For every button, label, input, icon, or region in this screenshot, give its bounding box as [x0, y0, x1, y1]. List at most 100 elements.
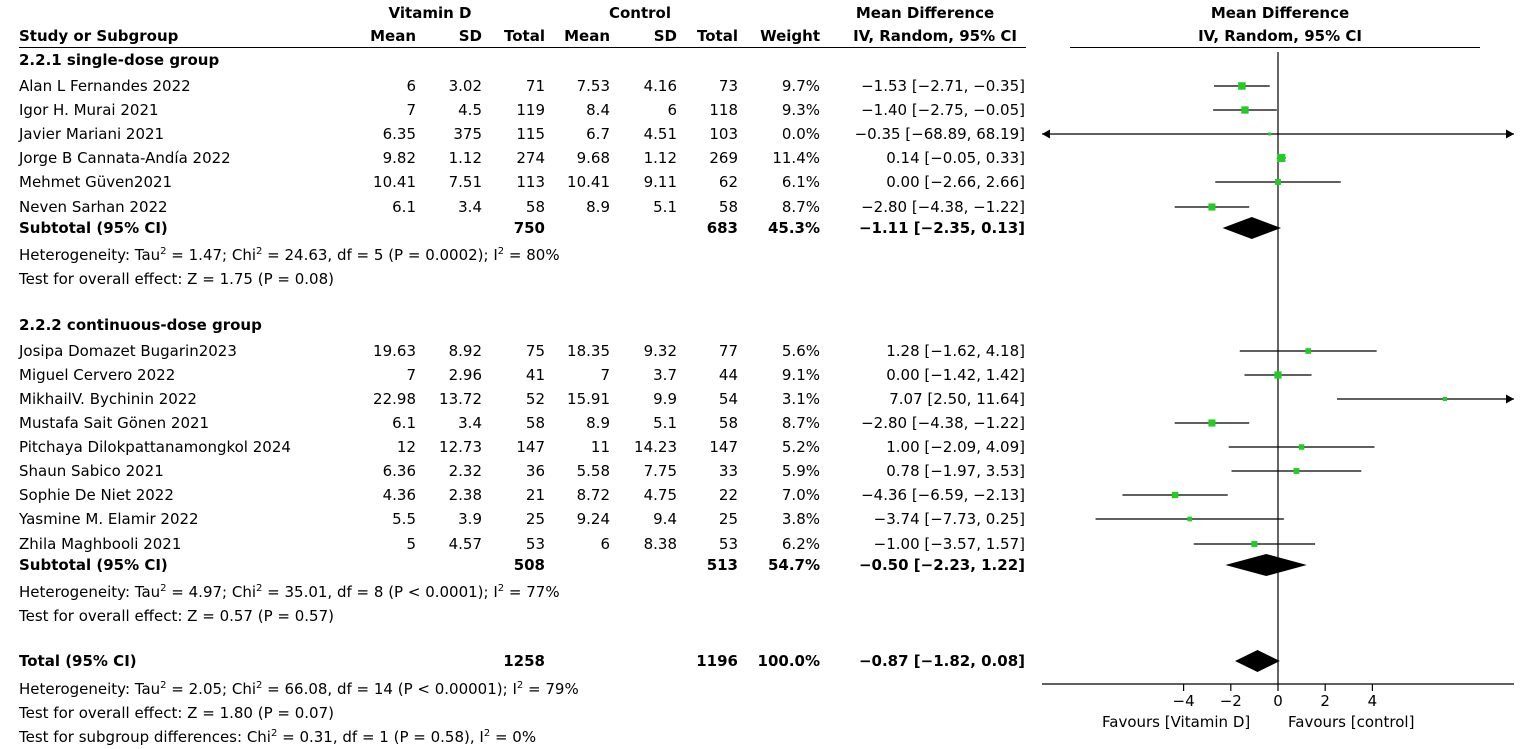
vitd-mean: 9.82 [382, 149, 416, 167]
vitd-sd: 7.51 [448, 173, 482, 191]
vitd-total: 274 [516, 149, 545, 167]
mean-difference-ci: −1.00 [−3.57, 1.57] [873, 535, 1025, 553]
mean-difference-ci: 0.00 [−1.42, 1.42] [886, 366, 1025, 384]
weight: 6.1% [781, 173, 820, 191]
favours-vitamin-d-label: Favours [Vitamin D] [1102, 713, 1251, 731]
study-name: Zhila Maghbooli 2021 [19, 535, 182, 553]
control-mean: 6 [600, 535, 610, 553]
header-mean-vitd: Mean [370, 27, 416, 45]
header-rule-left [19, 47, 1026, 48]
vitd-mean: 10.41 [373, 173, 416, 191]
vitd-sd: 2.38 [448, 486, 482, 504]
study-estimate-square [1277, 153, 1286, 163]
weight: 5.2% [781, 438, 820, 456]
x-tick-label: 4 [1368, 692, 1378, 710]
study-estimate-square [1298, 444, 1305, 450]
weight: 9.7% [781, 77, 820, 95]
control-mean: 15.91 [567, 390, 610, 408]
study-name: Sophie De Niet 2022 [19, 486, 174, 504]
vitd-mean: 6.1 [392, 198, 416, 216]
mean-difference-ci: 0.78 [−1.97, 3.53] [886, 462, 1025, 480]
total-heterogeneity-text: Heterogeneity: Tau2 = 2.05; Chi2 = 66.08… [19, 680, 579, 698]
x-tick-label: −4 [1173, 692, 1195, 710]
weight: 3.8% [781, 510, 820, 528]
header-mean-ctrl: Mean [564, 27, 610, 45]
vitd-mean: 6.35 [382, 125, 416, 143]
vitd-total: 113 [516, 173, 545, 191]
study-name: MikhailV. Bychinin 2022 [19, 390, 197, 408]
total-n1: 1258 [503, 652, 545, 670]
study-name: Javier Mariani 2021 [19, 125, 165, 143]
header-sd-ctrl: SD [653, 27, 677, 45]
subtotal-n2: 513 [706, 556, 738, 574]
control-mean: 10.41 [567, 173, 610, 191]
subtotal-diamond [1222, 217, 1282, 239]
control-sd: 1.12 [643, 149, 677, 167]
heterogeneity-text: Heterogeneity: Tau2 = 1.47; Chi2 = 24.63… [19, 246, 560, 264]
vitd-sd: 13.72 [439, 390, 482, 408]
subtotal-diamond [1225, 554, 1307, 576]
control-sd: 8.38 [643, 535, 677, 553]
vitd-mean: 5.5 [392, 510, 416, 528]
vitd-total: 53 [525, 535, 545, 553]
vitd-total: 115 [516, 125, 545, 143]
control-mean: 8.4 [586, 101, 610, 119]
vitd-sd: 1.12 [448, 149, 482, 167]
vitd-mean: 6.36 [382, 462, 416, 480]
total-label: Total (95% CI) [19, 652, 137, 670]
control-total: 118 [709, 101, 738, 119]
study-name: Alan L Fernandes 2022 [19, 77, 191, 95]
header-md-top: Mean Difference [855, 4, 995, 22]
control-sd: 14.23 [634, 438, 677, 456]
control-total: 25 [718, 510, 738, 528]
subtotal-ci: −1.11 [−2.35, 0.13] [858, 219, 1025, 237]
weight: 9.1% [781, 366, 820, 384]
study-name: Shaun Sabico 2021 [19, 462, 164, 480]
vitd-total: 58 [525, 198, 545, 216]
vitd-total: 21 [525, 486, 545, 504]
study-estimate-square [1442, 396, 1447, 402]
favours-control-label: Favours [control] [1288, 713, 1415, 731]
total-overall-effect-text: Test for overall effect: Z = 1.80 (P = 0… [19, 704, 334, 722]
header-total-ctrl: Total [697, 27, 738, 45]
vitd-sd: 375 [453, 125, 482, 143]
group-title: 2.2.1 single-dose group [19, 51, 220, 69]
study-estimate-square [1275, 179, 1281, 185]
mean-difference-ci: 0.14 [−0.05, 0.33] [886, 149, 1025, 167]
weight: 9.3% [781, 101, 820, 119]
study-estimate-square [1268, 132, 1272, 136]
control-mean: 7.53 [576, 77, 610, 95]
ci-arrow-right [1506, 394, 1514, 404]
control-sd: 6 [667, 101, 677, 119]
control-mean: 5.58 [576, 462, 610, 480]
header-md-bottom: IV, Random, 95% CI [853, 27, 1017, 45]
study-estimate-square [1187, 516, 1193, 522]
control-mean: 11 [590, 438, 610, 456]
heterogeneity-text: Heterogeneity: Tau2 = 4.97; Chi2 = 35.01… [19, 583, 560, 601]
vitd-mean: 7 [406, 101, 416, 119]
mean-difference-ci: 0.00 [−2.66, 2.66] [886, 173, 1025, 191]
weight: 6.2% [781, 535, 820, 553]
subtotal-weight: 54.7% [767, 556, 820, 574]
vitd-total: 119 [516, 101, 545, 119]
weight: 7.0% [781, 486, 820, 504]
control-sd: 9.4 [653, 510, 677, 528]
control-sd: 9.32 [643, 342, 677, 360]
control-mean: 18.35 [567, 342, 610, 360]
weight: 11.4% [772, 149, 820, 167]
x-tick-label: −2 [1220, 692, 1242, 710]
control-sd: 9.9 [653, 390, 677, 408]
control-sd: 4.16 [643, 77, 677, 95]
study-name: Miguel Cervero 2022 [19, 366, 176, 384]
overall-effect-text: Test for overall effect: Z = 1.75 (P = 0… [19, 270, 334, 288]
vitd-sd: 4.57 [448, 535, 482, 553]
study-name: Igor H. Murai 2021 [19, 101, 159, 119]
control-sd: 4.75 [643, 486, 677, 504]
vitd-mean: 12 [396, 438, 416, 456]
weight: 0.0% [781, 125, 820, 143]
ci-arrow-left [1042, 129, 1050, 139]
control-total: 33 [718, 462, 738, 480]
subtotal-n1: 750 [513, 219, 545, 237]
study-estimate-square [1293, 468, 1300, 474]
vitd-sd: 2.32 [448, 462, 482, 480]
